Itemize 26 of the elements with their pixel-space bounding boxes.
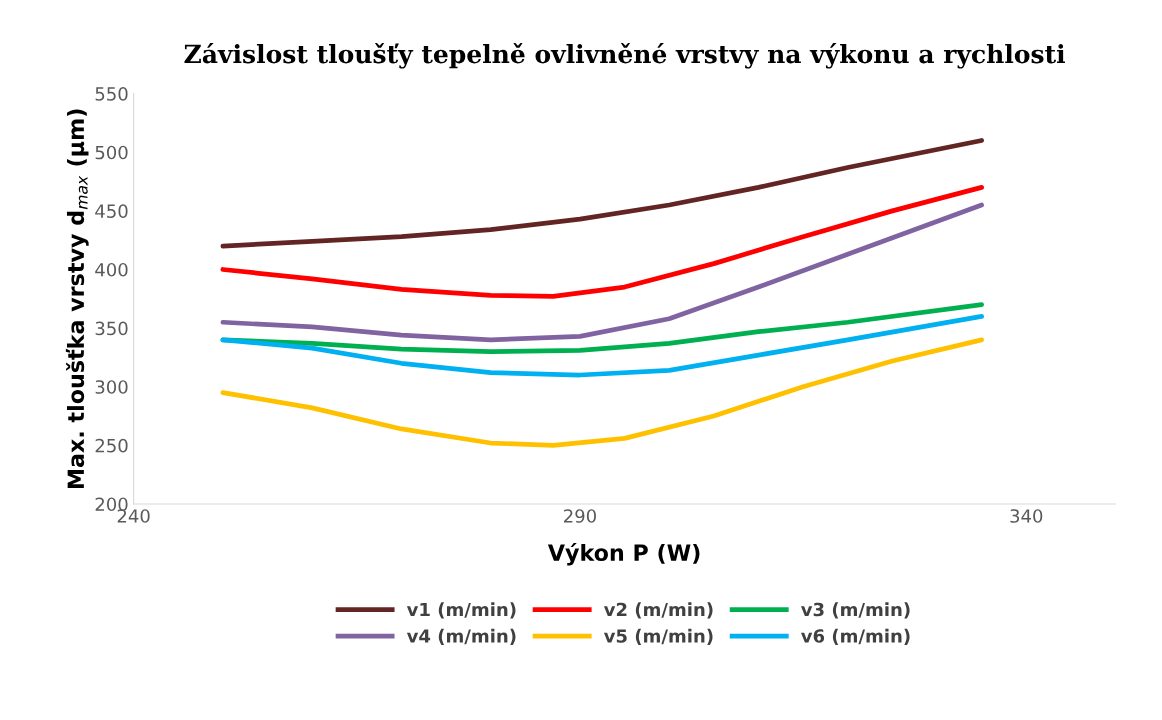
x-tick-label: 240 [117,509,150,523]
legend-label: v3 (m/min) [801,602,910,619]
x-tick-label: 340 [1010,509,1043,523]
y-tick-label: 550 [95,87,128,101]
line-series [220,202,984,343]
line-series [220,185,984,299]
line-series [220,138,984,249]
y-axis-title: Max. tloušťka vrstvy d$_{max}$ (μm) [65,109,89,489]
line-series [220,302,984,354]
legend-label: v6 (m/min) [801,628,910,645]
line-series [220,337,984,448]
y-tick-label: 200 [95,497,128,512]
y-tick-label: 400 [95,262,128,277]
chart-title: Závislost tloušťy tepelně ovlivněné vrstvy na výkonu a rychlosti [184,43,1065,69]
legend-label: v1 (m/min) [406,602,516,619]
legend-label: v2 (m/min) [603,602,713,619]
y-tick-label: 350 [95,321,128,336]
y-tick-label: 500 [95,145,128,160]
line-series [220,314,984,378]
x-axis-title: Výkon P (W) [547,543,700,566]
legend-label: v4 (m/min) [406,628,516,645]
legend-label: v5 (m/min) [603,628,713,645]
y-tick-label: 300 [95,380,128,394]
x-tick-label: 290 [564,509,596,523]
y-tick-label: 250 [95,438,128,453]
y-tick-label: 450 [95,204,128,218]
